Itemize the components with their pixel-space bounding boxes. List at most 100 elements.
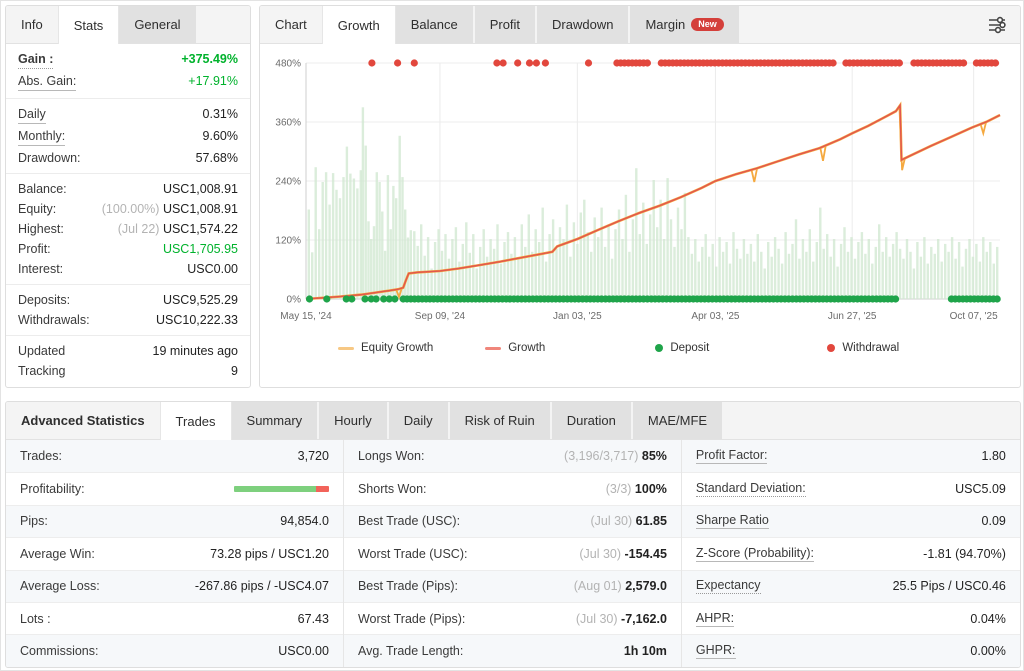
equity-label: Equity: — [18, 202, 56, 217]
z-score-value: -1.81 (94.70%) — [923, 547, 1006, 561]
growth-line-swatch — [485, 347, 501, 350]
best-trade-pips-value: 2,579.0 — [625, 579, 667, 593]
profitability-bar-win — [234, 486, 316, 492]
updated-label: Updated — [18, 344, 65, 359]
tab-general[interactable]: General — [119, 6, 195, 43]
tab-growth[interactable]: Growth — [322, 6, 396, 44]
trades-statistics-table: Trades: 3,720 Profitability: Pips: 94,85… — [6, 440, 1020, 667]
profitability-label: Profitability: — [20, 482, 85, 496]
row-best-trade-usc: Best Trade (USC): (Jul 30) 61.85 — [344, 505, 681, 537]
row-sharpe-ratio: Sharpe Ratio 0.09 — [682, 505, 1020, 537]
row-pips: Pips: 94,854.0 — [6, 505, 343, 537]
trading-stats-widget: Info Stats General Gain : +375.49% Abs. … — [0, 0, 1024, 671]
stats-column-3: Profit Factor: 1.80 Standard Deviation: … — [682, 440, 1020, 667]
legend-equity-growth[interactable]: Equity Growth — [338, 342, 433, 354]
monthly-value: 9.60% — [203, 129, 238, 144]
tab-daily[interactable]: Daily — [389, 402, 448, 439]
longs-won-value: 85% — [642, 449, 667, 463]
tab-risk-of-ruin[interactable]: Risk of Ruin — [450, 402, 550, 439]
equity-value: (100.00%) USC1,008.91 — [102, 202, 238, 217]
row-worst-trade-pips: Worst Trade (Pips): (Jul 30) -7,162.0 — [344, 602, 681, 634]
row-expectancy: Expectancy 25.5 Pips / USC0.46 — [682, 570, 1020, 602]
highest-date: (Jul 22) — [118, 222, 160, 236]
profit-label: Profit: — [18, 242, 51, 257]
stat-row-daily: Daily 0.31% — [6, 104, 250, 126]
z-score-label[interactable]: Z-Score (Probability): — [696, 546, 814, 562]
gain-value: +375.49% — [181, 52, 238, 67]
ahpr-label[interactable]: AHPR: — [696, 611, 734, 627]
stat-row-gain: Gain : +375.49% — [6, 49, 250, 71]
legend-deposit[interactable]: Deposit — [655, 342, 709, 354]
svg-text:May 15, '24: May 15, '24 — [280, 311, 332, 322]
daily-label[interactable]: Daily — [18, 107, 46, 124]
abs-gain-label[interactable]: Abs. Gain: — [18, 74, 76, 91]
balance-value: USC1,008.91 — [163, 182, 238, 197]
svg-text:480%: 480% — [275, 59, 301, 70]
row-shorts-won: Shorts Won: (3/3) 100% — [344, 472, 681, 504]
balance-group: Balance: USC1,008.91 Equity: (100.00%) U… — [6, 174, 250, 285]
tab-chart[interactable]: Chart — [260, 6, 322, 43]
best-trade-pips-date: (Aug 01) — [574, 579, 622, 593]
stats-column-2: Longs Won: (3,196/3,717) 85% Shorts Won:… — [344, 440, 682, 667]
updated-value: 19 minutes ago — [153, 344, 238, 359]
shorts-won-value: 100% — [635, 482, 667, 496]
tab-profit[interactable]: Profit — [475, 6, 535, 43]
monthly-label[interactable]: Monthly: — [18, 129, 65, 146]
row-best-trade-pips: Best Trade (Pips): (Aug 01) 2,579.0 — [344, 570, 681, 602]
tab-info[interactable]: Info — [6, 6, 58, 43]
legend-growth[interactable]: Growth — [485, 342, 545, 354]
withdrawal-dot-swatch — [827, 344, 835, 352]
withdrawals-value: USC10,222.33 — [156, 313, 238, 328]
stat-row-deposits: Deposits: USC9,525.29 — [6, 290, 250, 310]
growth-chart[interactable]: 0%120%240%360%480%May 15, '24Sep 09, '24… — [268, 49, 1012, 329]
standard-deviation-label[interactable]: Standard Deviation: — [696, 481, 806, 497]
best-trade-usc-date: (Jul 30) — [590, 514, 632, 528]
tab-stats[interactable]: Stats — [58, 6, 120, 44]
tab-drawdown[interactable]: Drawdown — [537, 6, 628, 43]
advanced-statistics-title: Advanced Statistics — [6, 402, 160, 439]
rates-group: Daily 0.31% Monthly: 9.60% Drawdown: 57.… — [6, 99, 250, 174]
worst-trade-usc-value: -154.45 — [625, 547, 667, 561]
tab-duration[interactable]: Duration — [552, 402, 631, 439]
tab-balance[interactable]: Balance — [396, 6, 473, 43]
tab-mae-mfe[interactable]: MAE/MFE — [633, 402, 722, 439]
ghpr-label[interactable]: GHPR: — [696, 643, 736, 659]
avg-trade-length-value: 1h 10m — [624, 644, 667, 658]
commissions-label: Commissions: — [20, 644, 99, 658]
row-z-score: Z-Score (Probability): -1.81 (94.70%) — [682, 537, 1020, 569]
expectancy-label[interactable]: Expectancy — [696, 578, 761, 594]
tab-margin-label: Margin — [645, 17, 685, 32]
sharpe-ratio-label[interactable]: Sharpe Ratio — [696, 513, 769, 529]
tab-margin[interactable]: Margin New — [630, 6, 738, 43]
stats-panel-tabs: Info Stats General — [6, 6, 250, 44]
profit-factor-label[interactable]: Profit Factor: — [696, 448, 768, 464]
standard-deviation-value: USC5.09 — [955, 482, 1006, 496]
commissions-value: USC0.00 — [278, 644, 329, 658]
row-worst-trade-usc: Worst Trade (USC): (Jul 30) -154.45 — [344, 537, 681, 569]
longs-won-ratio: (3,196/3,717) — [564, 449, 638, 463]
lots-label: Lots : — [20, 612, 51, 626]
tab-summary[interactable]: Summary — [232, 402, 318, 439]
tab-hourly[interactable]: Hourly — [319, 402, 387, 439]
expectancy-value: 25.5 Pips / USC0.46 — [893, 579, 1006, 593]
worst-trade-usc-date: (Jul 30) — [579, 547, 621, 561]
stat-row-abs-gain: Abs. Gain: +17.91% — [6, 71, 250, 93]
legend-withdrawal[interactable]: Withdrawal — [827, 342, 899, 354]
abs-gain-value: +17.91% — [188, 74, 238, 89]
stat-row-balance: Balance: USC1,008.91 — [6, 179, 250, 199]
pips-label: Pips: — [20, 514, 48, 528]
avg-trade-length-label: Avg. Trade Length: — [358, 644, 463, 658]
best-trade-usc-label: Best Trade (USC): — [358, 514, 460, 528]
tab-trades[interactable]: Trades — [160, 402, 232, 440]
stat-row-tracking: Tracking 9 — [6, 361, 250, 381]
profit-value: USC1,705.95 — [163, 242, 238, 257]
gain-label[interactable]: Gain : — [18, 52, 53, 69]
tracking-label: Tracking — [18, 364, 65, 379]
deposit-dot-swatch — [655, 344, 663, 352]
settings-icon[interactable] — [986, 14, 1008, 36]
row-average-win: Average Win: 73.28 pips / USC1.20 — [6, 537, 343, 569]
svg-text:0%: 0% — [287, 295, 302, 306]
svg-text:240%: 240% — [275, 177, 301, 188]
highest-label: Highest: — [18, 222, 64, 237]
chart-panel-tabs: Chart Growth Balance Profit Drawdown Mar… — [260, 6, 1020, 44]
